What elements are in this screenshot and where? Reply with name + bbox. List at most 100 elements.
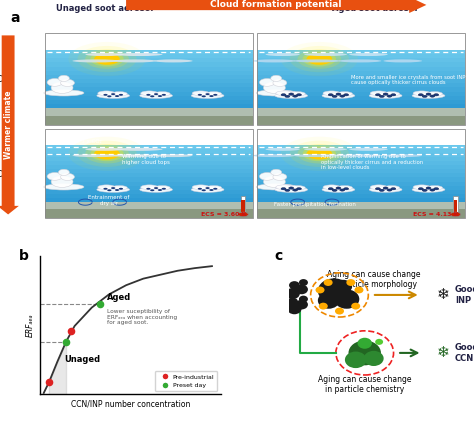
Bar (45, 121, 253, 125)
Point (97, 300, 104, 307)
Bar (45, 62, 253, 67)
Bar (45, 87, 253, 92)
Circle shape (146, 188, 151, 190)
Ellipse shape (273, 173, 287, 181)
Text: Cloud formation potential: Cloud formation potential (210, 0, 342, 9)
Bar (45, 67, 253, 71)
Circle shape (150, 95, 155, 97)
Text: Faster precipitation formation: Faster precipitation formation (274, 202, 356, 207)
Ellipse shape (293, 154, 340, 157)
Bar (45, 209, 253, 218)
Ellipse shape (384, 186, 400, 190)
Bar (257, 198, 465, 202)
Bar (257, 206, 465, 210)
Bar (454, 196, 458, 215)
Bar (257, 210, 465, 214)
Bar (45, 198, 253, 202)
Circle shape (107, 190, 111, 191)
Ellipse shape (192, 91, 210, 96)
Circle shape (334, 290, 359, 309)
Circle shape (318, 292, 339, 309)
Ellipse shape (111, 92, 128, 96)
Ellipse shape (304, 148, 347, 151)
Circle shape (285, 288, 300, 299)
Ellipse shape (111, 186, 128, 190)
Bar (45, 79, 253, 83)
Circle shape (285, 95, 290, 98)
Ellipse shape (253, 59, 295, 62)
Bar (257, 116, 465, 125)
Circle shape (316, 287, 325, 293)
Ellipse shape (44, 90, 84, 96)
Ellipse shape (256, 184, 296, 190)
Text: Aging can cause change
in particle chemistry: Aging can cause change in particle chemi… (318, 375, 411, 394)
Ellipse shape (412, 187, 445, 192)
Text: Aging can cause change
in particle morphology: Aging can cause change in particle morph… (327, 270, 420, 290)
X-axis label: CCN/INP number concentration: CCN/INP number concentration (71, 400, 190, 409)
Ellipse shape (275, 187, 308, 192)
Text: Lower suceptibility of
ERFₐₑₐ when accounting
for aged soot.: Lower suceptibility of ERFₐₑₐ when accou… (107, 309, 177, 326)
Circle shape (430, 95, 435, 97)
Bar (257, 214, 465, 218)
Circle shape (426, 187, 431, 189)
Ellipse shape (51, 176, 73, 187)
Ellipse shape (73, 154, 119, 157)
Circle shape (387, 95, 392, 97)
Bar (257, 108, 465, 112)
Bar (257, 67, 465, 71)
Ellipse shape (412, 93, 445, 98)
Circle shape (332, 189, 337, 191)
Circle shape (68, 137, 146, 171)
Bar (257, 194, 465, 198)
Circle shape (422, 189, 427, 191)
Circle shape (289, 93, 294, 95)
Ellipse shape (97, 93, 129, 98)
Text: ECS = 3.60 K: ECS = 3.60 K (201, 212, 246, 218)
Ellipse shape (276, 91, 293, 96)
Circle shape (344, 94, 349, 96)
Text: ❄: ❄ (437, 287, 449, 302)
Circle shape (154, 187, 158, 189)
Circle shape (318, 279, 350, 303)
Ellipse shape (115, 53, 163, 56)
Circle shape (289, 281, 300, 290)
Bar (257, 100, 465, 104)
Circle shape (285, 189, 290, 191)
Bar (45, 58, 253, 62)
Circle shape (332, 95, 337, 98)
Ellipse shape (427, 186, 443, 190)
Ellipse shape (58, 169, 69, 176)
Ellipse shape (47, 78, 63, 86)
Text: c: c (274, 249, 283, 263)
Circle shape (77, 46, 137, 72)
Text: Tropopause 1 x CO₂: Tropopause 1 x CO₂ (48, 139, 102, 145)
Bar (45, 116, 253, 125)
Ellipse shape (323, 91, 340, 96)
Text: b: b (18, 249, 28, 263)
Point (67, 328, 75, 335)
Ellipse shape (154, 59, 192, 62)
Circle shape (90, 146, 124, 161)
Circle shape (103, 188, 108, 190)
Bar (257, 149, 465, 153)
Ellipse shape (259, 78, 275, 86)
Circle shape (336, 187, 341, 189)
Bar (45, 109, 253, 116)
Ellipse shape (141, 91, 158, 96)
Bar (45, 214, 253, 218)
Text: Aged soot aerosol: Aged soot aerosol (332, 3, 418, 13)
Circle shape (290, 46, 349, 72)
Circle shape (210, 95, 214, 97)
Text: Unaged soot aerosol: Unaged soot aerosol (56, 3, 153, 13)
Bar (257, 165, 465, 169)
Bar (45, 145, 253, 149)
Circle shape (296, 188, 301, 190)
Circle shape (383, 93, 388, 95)
Ellipse shape (73, 59, 119, 62)
Ellipse shape (369, 187, 402, 192)
Circle shape (450, 212, 461, 217)
Circle shape (68, 42, 146, 76)
Bar (257, 92, 465, 96)
Circle shape (158, 189, 162, 191)
Text: ECS = 4.13 K: ECS = 4.13 K (413, 212, 458, 218)
